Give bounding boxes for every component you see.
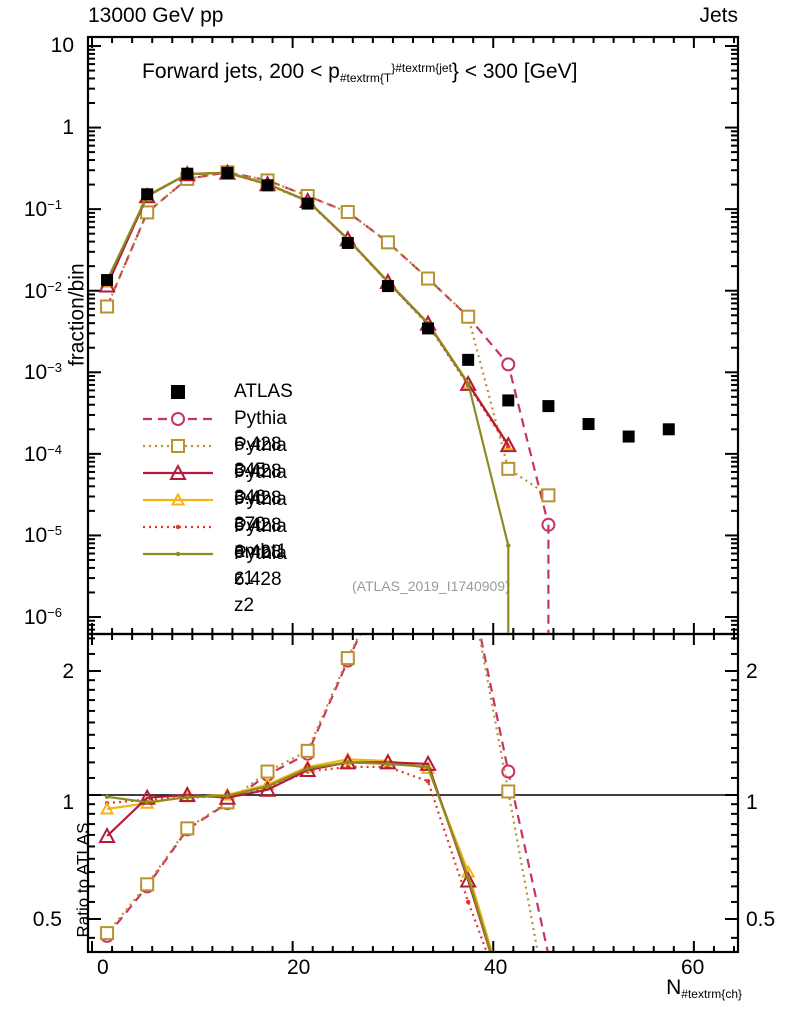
ratio-ytick-label-1-right: 1: [746, 791, 758, 814]
axis-ticks: [88, 37, 738, 952]
header-category-label: Jets: [699, 4, 738, 27]
x-axis-label-base: N: [666, 976, 682, 999]
xtick-label-0: 0: [97, 956, 109, 979]
main-ytick-label-1e1: 10: [50, 34, 74, 57]
legend-label-p346: Pythia 6.428 346: [234, 435, 287, 508]
xtick-label-60: 60: [681, 956, 705, 979]
legend-label-pambt1: Pythia 6.428 ambt1: [234, 489, 287, 562]
plot-title: Forward jets, 200 < p#textrm{T}#textrm{j…: [142, 60, 577, 85]
main-ytick-label-1e0: 1: [62, 116, 74, 139]
plot-title-superscript: }#textrm{jet: [391, 61, 452, 75]
legend-label-pz2: Pythia 6.428 z2: [234, 543, 287, 616]
main-ytick-label-1e-1: 10−1: [23, 197, 62, 221]
legend-label-p370: Pythia 6.428 370: [234, 462, 287, 535]
ratio-ytick-label-0.5-right: 0.5: [746, 908, 776, 931]
x-axis-label: N#textrm{ch}: [666, 976, 742, 1001]
legend-label-atlas: ATLAS: [234, 381, 293, 402]
main-panel-series: [98, 163, 675, 633]
x-axis-label-subscript: #textrm{ch}: [681, 987, 742, 1001]
plot-title-subscript: #textrm{T: [339, 71, 392, 85]
ratio-ytick-label-2-right: 2: [746, 660, 758, 683]
xtick-label-20: 20: [287, 956, 311, 979]
main-ytick-label-1e-6: 10−6: [23, 605, 62, 629]
legend-marker-glyphs: [143, 385, 213, 557]
plot-title-prefix: Forward jets, 200 < p: [142, 60, 340, 83]
ratio-ytick-label-2-left: 2: [62, 660, 74, 683]
main-ytick-label-1e-4: 10−4: [23, 442, 62, 466]
ratio-ytick-label-0.5-left: 0.5: [32, 908, 62, 931]
legend-label-pz1: Pythia 6.428 z1: [234, 516, 287, 589]
main-ytick-label-1e-3: 10−3: [23, 360, 62, 384]
main-ytick-label-1e-5: 10−5: [23, 523, 62, 547]
plot-title-suffix: } < 300 [GeV]: [451, 60, 578, 83]
legend-label-p345: Pythia 6.428 345: [234, 408, 287, 481]
ratio-panel-series: [88, 635, 738, 951]
ratio-ytick-label-1-left: 1: [62, 791, 74, 814]
main-ytick-label-1e-2: 10−2: [23, 279, 62, 303]
analysis-id-watermark: (ATLAS_2019_I1740909): [352, 578, 510, 594]
header-beam-label: 13000 GeV pp: [88, 4, 224, 27]
xtick-label-40: 40: [484, 956, 508, 979]
